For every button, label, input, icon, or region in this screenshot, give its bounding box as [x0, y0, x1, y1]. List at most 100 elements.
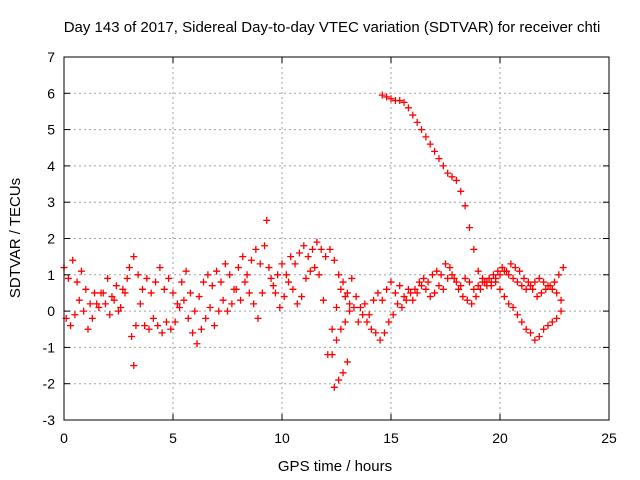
data-point	[302, 274, 310, 282]
y-axis-label: SDTVAR / TECUs	[7, 178, 24, 298]
data-point	[147, 289, 155, 297]
data-point	[80, 307, 88, 315]
data-point	[134, 271, 142, 279]
data-point	[130, 253, 138, 261]
data-point	[208, 282, 216, 290]
data-point	[511, 264, 519, 272]
data-point	[470, 245, 478, 253]
data-point	[389, 311, 397, 319]
data-point	[535, 333, 543, 341]
data-point	[535, 274, 543, 282]
data-point	[243, 271, 251, 279]
data-point	[444, 274, 452, 282]
data-point	[330, 383, 338, 391]
data-point	[254, 314, 262, 322]
data-point	[195, 293, 203, 301]
data-point	[387, 95, 395, 103]
series-track-4	[378, 91, 565, 304]
data-point	[437, 271, 445, 279]
data-point	[145, 325, 153, 333]
data-point	[516, 267, 524, 275]
data-point	[435, 282, 443, 290]
data-point	[444, 169, 452, 177]
data-point	[322, 253, 330, 261]
data-point	[304, 253, 312, 261]
data-point	[470, 285, 478, 293]
data-point	[474, 282, 482, 290]
data-point	[555, 271, 563, 279]
data-point	[300, 242, 308, 250]
data-point	[138, 285, 146, 293]
data-point	[69, 256, 77, 264]
data-point	[402, 296, 410, 304]
data-point	[540, 278, 548, 286]
data-point	[88, 314, 96, 322]
data-point	[520, 274, 528, 282]
data-point	[544, 322, 552, 330]
data-point	[221, 260, 229, 268]
data-point	[383, 93, 391, 101]
data-point	[551, 278, 558, 286]
data-point	[293, 300, 301, 308]
data-point	[160, 285, 168, 293]
data-point	[457, 187, 465, 195]
data-point	[457, 282, 465, 290]
data-point	[343, 289, 351, 297]
data-point	[376, 336, 384, 344]
data-point	[468, 300, 476, 308]
data-point	[461, 274, 469, 282]
data-point	[178, 278, 186, 286]
data-point	[472, 293, 480, 301]
data-point	[110, 296, 118, 304]
data-point	[269, 282, 277, 290]
data-point	[500, 267, 508, 275]
data-point	[407, 289, 415, 297]
data-point	[496, 271, 504, 279]
data-point	[339, 369, 347, 377]
data-layer	[60, 91, 567, 391]
data-point	[298, 293, 306, 301]
data-point	[267, 274, 275, 282]
data-point	[431, 147, 439, 155]
data-point	[73, 278, 81, 286]
x-tick-label: 0	[60, 430, 68, 446]
data-point	[313, 238, 321, 246]
data-point	[553, 289, 561, 297]
data-point	[463, 296, 471, 304]
data-point	[158, 329, 166, 337]
tick-layer: 0 5 10 15 20 25 -3 -2 -1 0 1 2 3 4 5 6 7	[43, 49, 617, 446]
data-point	[380, 329, 388, 337]
data-point	[176, 303, 184, 311]
data-point	[363, 318, 371, 326]
data-point	[67, 322, 75, 330]
y-tick-label: 4	[47, 158, 55, 174]
data-point	[426, 140, 434, 148]
data-point	[350, 303, 358, 311]
data-point	[352, 293, 360, 301]
data-point	[413, 118, 421, 126]
y-tick-label: -2	[43, 376, 56, 392]
data-point	[415, 278, 423, 286]
data-point	[128, 333, 136, 341]
data-point	[439, 285, 447, 293]
data-point	[319, 296, 327, 304]
data-point	[378, 91, 386, 99]
data-point	[186, 289, 194, 297]
data-point	[476, 285, 484, 293]
data-point	[95, 303, 103, 311]
data-point	[217, 278, 225, 286]
series-track-3	[328, 307, 354, 391]
data-point	[509, 274, 517, 282]
data-point	[252, 245, 260, 253]
data-point	[184, 314, 192, 322]
data-point	[459, 293, 467, 301]
x-axis-label: GPS time / hours	[278, 458, 392, 475]
data-point	[315, 271, 323, 279]
data-point	[544, 282, 552, 290]
data-point	[557, 307, 565, 315]
data-point	[505, 300, 513, 308]
x-tick-label: 5	[169, 430, 177, 446]
data-point	[559, 264, 567, 272]
data-point	[431, 289, 439, 297]
data-point	[448, 271, 456, 279]
